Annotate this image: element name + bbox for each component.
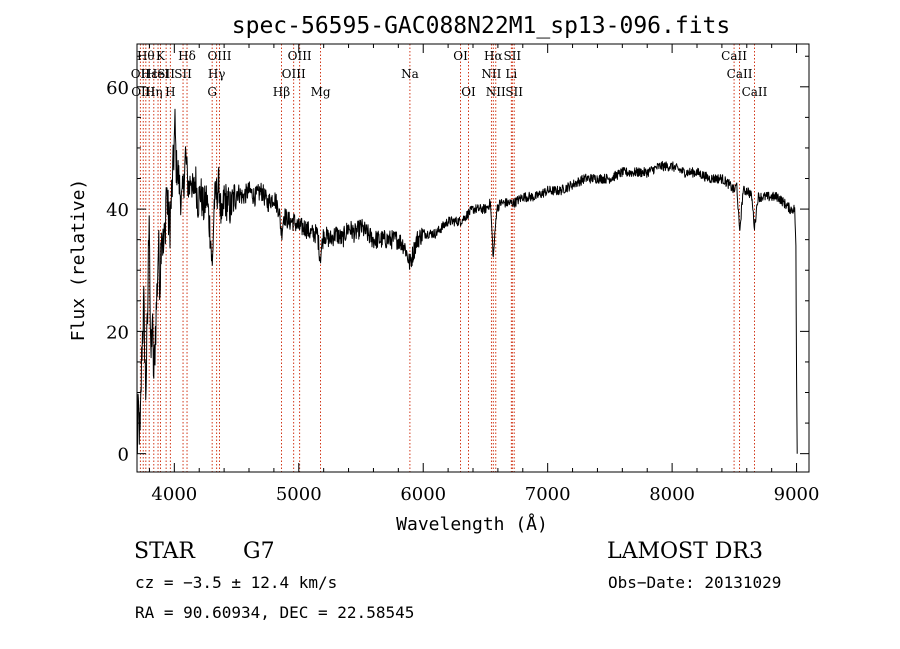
plot-frame [136, 43, 810, 473]
line-label-14: Hβ [273, 85, 290, 99]
line-label-11: G [207, 85, 217, 99]
line-label-28: CaII [727, 67, 753, 81]
line-label-26: SII [505, 85, 523, 99]
axis-ticks: 4000 5000 6000 7000 8000 9000 0 20 40 60 [106, 44, 819, 505]
y-tick-label-3: 60 [106, 78, 129, 99]
coordinates: RA = 90.60934, DEC = 22.58545 [135, 603, 415, 622]
observation-date: Obs−Date: 20131029 [608, 573, 782, 592]
flux-series-group [136, 108, 798, 455]
line-label-16: OIII [288, 49, 312, 63]
y-tick-label-2: 40 [106, 200, 129, 221]
line-label-4: Hη [145, 85, 163, 99]
x-tick-label-2: 6000 [400, 484, 446, 505]
redshift-velocity: cz = −3.5 ± 12.4 km/s [135, 573, 338, 592]
x-axis-label: Wavelength (Å) [396, 513, 548, 535]
flux-series-line-0 [136, 108, 798, 455]
line-label-23: NII [486, 85, 506, 99]
line-label-18: Na [401, 67, 419, 81]
line-label-7: SII [157, 67, 175, 81]
line-label-3: Hε [141, 67, 158, 81]
line-label-2: Hθ [137, 49, 155, 63]
line-label-29: CaII [742, 85, 768, 99]
line-label-0: OII [131, 67, 151, 81]
x-tick-label-3: 7000 [525, 484, 571, 505]
line-label-17: Mg [311, 85, 331, 99]
line-label-10: SII [174, 67, 192, 81]
y-axis-label: Flux (relative) [68, 179, 89, 342]
line-label-20: OI [461, 85, 476, 99]
y-tick-label-0: 0 [118, 445, 129, 466]
x-tick-label-0: 4000 [151, 484, 197, 505]
line-label-27: CaII [721, 49, 747, 63]
line-label-15: OIII [282, 67, 306, 81]
line-label-25: SII [503, 49, 521, 63]
object-class: STAR [134, 539, 195, 564]
line-label-22: Hα [484, 49, 503, 63]
spectral-line-markers [139, 44, 755, 472]
line-label-19: OI [453, 49, 468, 63]
object-subclass: G7 [243, 539, 275, 564]
line-label-9: Hδ [178, 49, 196, 63]
line-label-6: K [156, 49, 166, 63]
line-label-12: Hγ [208, 67, 226, 81]
line-label-21: NII [481, 67, 501, 81]
y-tick-label-1: 20 [106, 322, 129, 343]
spectral-line-labels: OIIOIIIHθHεHηHeIKSIIHHδSIIGHγOIIIHβOIIIO… [131, 49, 768, 99]
x-tick-label-4: 8000 [649, 484, 695, 505]
chart-title: spec-56595-GAC088N22M1_sp13-096.fits [232, 13, 731, 39]
line-label-5: HeI [147, 67, 170, 81]
x-tick-label-5: 9000 [774, 484, 820, 505]
line-label-8: H [165, 85, 175, 99]
line-label-13: OIII [207, 49, 231, 63]
line-label-24: Li [505, 67, 517, 81]
x-tick-label-1: 5000 [276, 484, 322, 505]
survey-name: LAMOST DR3 [607, 539, 763, 564]
